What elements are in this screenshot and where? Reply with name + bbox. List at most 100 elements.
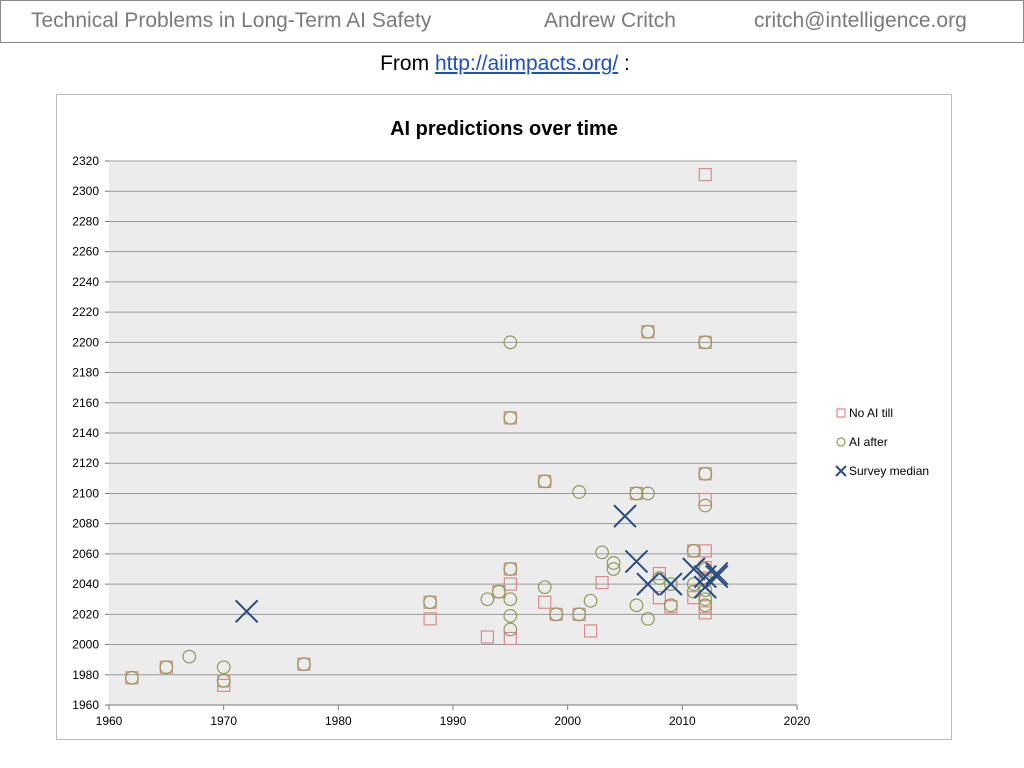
- ai-after-point: [686, 543, 701, 558]
- ai-after-point: [641, 611, 655, 626]
- y-tick-label: 2140: [72, 426, 99, 440]
- no-ai-till-point: [538, 595, 552, 609]
- y-tick-label: 2260: [72, 245, 99, 259]
- no-ai-till-point: [652, 591, 667, 605]
- y-tick-label: 2080: [72, 517, 99, 531]
- survey-median-point: [705, 561, 729, 586]
- ai-after-point: [595, 545, 609, 560]
- ai-after-point: [549, 607, 564, 622]
- ai-after-point: [698, 335, 713, 350]
- ai-after-point: [503, 608, 518, 623]
- no-ai-till-point: [698, 544, 712, 558]
- legend-x-marker: [835, 465, 847, 477]
- source-suffix: :: [624, 52, 630, 75]
- no-ai-till-point: [698, 606, 712, 620]
- y-tick-label: 2100: [72, 486, 99, 500]
- survey-median-point: [705, 564, 729, 589]
- legend-square-marker: [836, 408, 846, 418]
- y-tick-label: 2020: [72, 607, 99, 621]
- survey-median-point: [636, 572, 660, 596]
- source-line: From http://aiimpacts.org/ :: [0, 52, 1010, 76]
- survey-median-point: [624, 549, 649, 574]
- ai-after-point: [480, 592, 495, 607]
- y-tick-label: 2200: [72, 335, 99, 349]
- no-ai-till-point: [687, 591, 701, 605]
- ai-after-point: [503, 562, 518, 576]
- ai-after-point: [491, 584, 506, 599]
- ai-after-point: [641, 486, 655, 501]
- no-ai-till-point: [652, 566, 667, 581]
- y-tick-label: 1960: [72, 698, 99, 712]
- ai-after-point: [572, 485, 587, 499]
- presentation-title: Technical Problems in Long-Term AI Safet…: [31, 9, 432, 32]
- source-prefix: From: [380, 52, 430, 75]
- ai-after-point: [159, 660, 174, 675]
- ai-after-point: [663, 577, 678, 592]
- ai-after-point: [629, 598, 644, 613]
- header-bar: Technical Problems in Long-Term AI Safet…: [0, 0, 1024, 43]
- survey-median-point: [659, 572, 683, 596]
- no-ai-till-point: [583, 624, 598, 638]
- no-ai-till-point: [423, 612, 437, 626]
- x-tick-label: 2010: [669, 714, 696, 728]
- x-tick-label: 1990: [440, 714, 467, 728]
- y-tick-label: 1980: [72, 668, 99, 682]
- chart-legend: No AI till AI after Survey median: [835, 406, 929, 478]
- ai-after-point: [182, 649, 197, 664]
- author-email: critch@intelligence.org: [754, 9, 967, 32]
- legend-circle-marker: [836, 437, 846, 447]
- ai-after-point: [423, 595, 437, 610]
- ai-after-point: [698, 598, 713, 613]
- y-tick-label: 2180: [72, 366, 99, 380]
- ai-after-point: [216, 673, 231, 688]
- y-tick-label: 2000: [72, 638, 99, 652]
- no-ai-till-point: [480, 630, 494, 644]
- legend-label: Survey median: [849, 464, 929, 478]
- ai-after-point: [216, 660, 231, 675]
- no-ai-till-point: [698, 167, 712, 182]
- ai-after-point: [663, 598, 678, 613]
- legend-label: AI after: [849, 435, 888, 449]
- x-tick-label: 1960: [96, 714, 123, 728]
- survey-median-point: [682, 557, 706, 581]
- no-ai-till-point: [503, 631, 517, 646]
- ai-after-point: [606, 562, 621, 576]
- x-tick-label: 2020: [784, 714, 811, 728]
- ai-after-point: [572, 607, 587, 622]
- ai-after-point: [125, 670, 139, 685]
- y-tick-label: 2060: [72, 547, 99, 561]
- ai-after-point: [503, 335, 518, 350]
- ai-after-point: [629, 486, 644, 501]
- chart-title: AI predictions over time: [390, 118, 618, 140]
- y-tick-label: 2160: [72, 396, 99, 410]
- ai-after-point: [503, 592, 518, 607]
- ai-after-point: [297, 657, 311, 672]
- y-tick-label: 2320: [72, 154, 99, 168]
- y-tick-label: 2040: [72, 577, 99, 591]
- y-tick-label: 2220: [72, 305, 99, 319]
- ai-after-point: [641, 324, 655, 339]
- source-link[interactable]: http://aiimpacts.org/: [434, 52, 619, 75]
- survey-median-point: [234, 599, 259, 624]
- ai-after-point: [698, 592, 713, 607]
- scatter-chart: AI predictions over time 1960 1980 2000 202…: [72, 118, 929, 728]
- ai-after-point: [583, 593, 598, 608]
- ai-after-point: [537, 580, 552, 595]
- author-name: Andrew Critch: [544, 9, 676, 32]
- x-tick-label: 1970: [210, 714, 237, 728]
- ai-after-point: [503, 622, 518, 637]
- no-ai-till-point: [698, 492, 712, 507]
- no-ai-till-point: [595, 576, 609, 590]
- ai-after-point: [698, 466, 713, 481]
- ai-after-point: [698, 498, 713, 513]
- legend-label: No AI till: [849, 406, 893, 420]
- no-ai-till-point: [503, 577, 517, 591]
- y-tick-label: 2120: [72, 456, 99, 470]
- ai-after-point: [503, 410, 518, 425]
- survey-median-point: [613, 504, 637, 528]
- ai-after-point: [537, 474, 552, 489]
- y-tick-label: 2300: [72, 184, 99, 198]
- chart-frame: AI predictions over time 1960 1980 2000 202…: [56, 94, 952, 740]
- y-tick-label: 2280: [72, 214, 99, 228]
